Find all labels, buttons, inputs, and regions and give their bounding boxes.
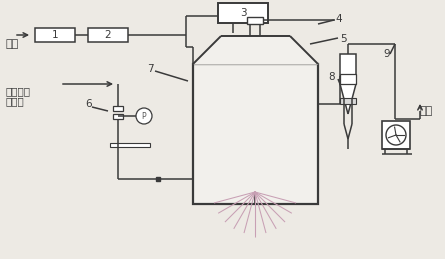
Text: 7: 7: [147, 64, 154, 74]
Text: 排气: 排气: [420, 106, 433, 116]
Bar: [88, 28, 128, 42]
Bar: [340, 98, 356, 104]
Text: 1: 1: [52, 30, 58, 40]
Bar: [113, 114, 123, 119]
Circle shape: [136, 108, 152, 124]
Bar: [218, 3, 268, 23]
Text: 8: 8: [329, 72, 336, 82]
Text: 浓缩液: 浓缩液: [5, 96, 24, 106]
Text: 9: 9: [383, 49, 390, 59]
Bar: [110, 143, 150, 147]
Text: 2: 2: [105, 30, 111, 40]
Text: 5: 5: [340, 34, 347, 44]
Text: P: P: [142, 112, 146, 120]
Polygon shape: [193, 36, 318, 64]
Text: 6: 6: [85, 99, 92, 109]
Circle shape: [386, 125, 406, 145]
Polygon shape: [340, 84, 356, 114]
Bar: [247, 17, 263, 24]
Text: 脱硫废水: 脱硫废水: [5, 86, 30, 96]
Bar: [113, 106, 123, 111]
Bar: [340, 74, 356, 84]
Bar: [193, 64, 318, 204]
Text: 热风: 热风: [5, 39, 18, 49]
Text: 3: 3: [240, 8, 247, 18]
Bar: [340, 54, 356, 84]
Text: 4: 4: [335, 14, 342, 24]
Bar: [382, 121, 410, 149]
Bar: [35, 28, 75, 42]
